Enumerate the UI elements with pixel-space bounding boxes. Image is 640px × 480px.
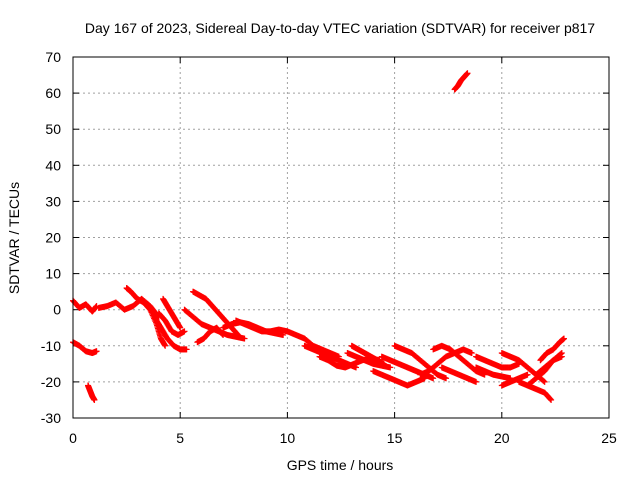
y-tick-label: 70 xyxy=(45,49,61,65)
data-point xyxy=(183,346,190,353)
data-point xyxy=(464,70,471,77)
x-axis-label: GPS time / hours xyxy=(287,457,394,473)
data-point xyxy=(430,375,437,382)
x-tick-label: 20 xyxy=(494,430,510,446)
plot-frame xyxy=(72,56,610,419)
y-tick-label: 0 xyxy=(53,302,61,318)
data-point-fill xyxy=(234,331,241,338)
y-tick-label: 60 xyxy=(45,85,61,101)
y-tick-label: 10 xyxy=(45,266,61,282)
data-point-fill xyxy=(547,396,554,403)
data-point xyxy=(235,331,242,338)
data-point xyxy=(177,324,184,331)
data-point-fill xyxy=(219,331,226,338)
data-point xyxy=(443,375,450,382)
x-tick-label: 10 xyxy=(280,430,296,446)
chart-title: Day 167 of 2023, Sidereal Day-to-day VTE… xyxy=(85,20,595,36)
x-tick-label: 5 xyxy=(176,430,184,446)
y-tick-label: -30 xyxy=(41,410,61,426)
y-tick-label: -20 xyxy=(41,374,61,390)
data-point xyxy=(473,378,480,385)
y-tick-label: 40 xyxy=(45,157,61,173)
data-point xyxy=(560,335,567,342)
data-point xyxy=(220,331,227,338)
x-tick-label: 25 xyxy=(601,430,617,446)
x-tick-label: 15 xyxy=(387,430,403,446)
x-tick-label: 0 xyxy=(69,430,77,446)
data-points xyxy=(70,70,567,403)
data-point xyxy=(541,378,548,385)
data-point xyxy=(162,342,169,349)
data-point xyxy=(181,328,188,335)
data-point xyxy=(558,353,565,360)
y-tick-label: 50 xyxy=(45,121,61,137)
tick-labels: 0 5 10 15 20 25 -30 -20 -10 0 10 20 30 40 50 60 70 xyxy=(41,49,617,446)
data-point xyxy=(241,335,248,342)
data-point-fill xyxy=(540,378,547,385)
data-point xyxy=(93,348,100,355)
y-tick-label: 30 xyxy=(45,193,61,209)
data-point xyxy=(548,396,555,403)
y-axis-label: SDTVAR / TECUs xyxy=(6,182,22,294)
data-point xyxy=(468,350,475,357)
y-tick-label: -10 xyxy=(41,338,61,354)
data-point xyxy=(524,371,531,378)
data-point xyxy=(387,364,394,371)
data-point xyxy=(91,396,98,403)
y-tick-label: 20 xyxy=(45,230,61,246)
data-point xyxy=(380,360,387,367)
